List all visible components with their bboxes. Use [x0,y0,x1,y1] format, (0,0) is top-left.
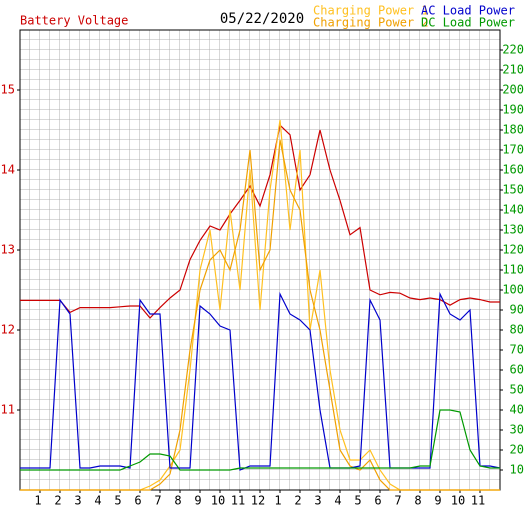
legend-label: Charging Power 2 [313,16,429,30]
x-tick-label: 4 [334,494,341,508]
x-tick-label: 9 [194,494,201,508]
y-tick-label: 15 [1,83,15,97]
y2-tick-label: 220 [502,43,524,57]
x-tick-label: 3 [314,494,321,508]
y2-tick-label: 180 [502,123,524,137]
x-tick-label: 5 [354,494,361,508]
y-tick-label: 13 [1,243,15,257]
y2-tick-label: 80 [510,323,524,337]
x-tick-label: 11 [231,494,245,508]
x-tick-label: 7 [394,494,401,508]
x-tick-label: 7 [154,494,161,508]
x-tick-label: 12 [251,494,265,508]
chart-title: Battery Voltage [20,14,128,28]
y2-tick-label: 130 [502,223,524,237]
y2-tick-label: 10 [510,463,524,477]
series-line [20,409,500,471]
y2-tick-label: 30 [510,423,524,437]
y-tick-label: 12 [1,323,15,337]
y2-tick-label: 190 [502,103,524,117]
x-tick-label: 8 [414,494,421,508]
y2-tick-label: 100 [502,283,524,297]
x-tick-label: 8 [174,494,181,508]
y2-tick-label: 210 [502,63,524,77]
y2-tick-label: 170 [502,143,524,157]
series-line [20,291,501,471]
y2-tick-label: 60 [510,363,524,377]
y2-tick-label: 50 [510,383,524,397]
y2-tick-label: 150 [502,183,524,197]
y-tick-label: 11 [1,403,15,417]
y2-tick-label: 70 [510,343,524,357]
y2-tick-label: 120 [502,243,524,257]
series-line [20,124,500,319]
chart-date: 05/22/2020 [220,11,304,27]
y2-tick-label: 20 [510,443,524,457]
x-tick-label: 6 [134,494,141,508]
legend-label: DC Load Power [421,16,515,30]
series-line [20,139,500,491]
plot-area [19,29,501,491]
y2-tick-label: 90 [510,303,524,317]
x-tick-label: 6 [374,494,381,508]
y2-tick-label: 40 [510,403,524,417]
y2-tick-label: 110 [502,263,524,277]
legend-label: Charging Power 1 [313,4,429,18]
x-tick-label: 4 [94,494,101,508]
x-tick-label: 9 [434,494,441,508]
x-tick-label: 5 [114,494,121,508]
y2-tick-label: 140 [502,203,524,217]
x-tick-label: 10 [451,494,465,508]
x-tick-label: 1 [34,494,41,508]
y-tick-label: 14 [1,163,15,177]
y2-tick-label: 160 [502,163,524,177]
x-tick-label: 1 [274,494,281,508]
y2-tick-label: 200 [502,83,524,97]
x-tick-label: 10 [211,494,225,508]
x-tick-label: 11 [471,494,485,508]
x-tick-label: 3 [74,494,81,508]
x-tick-label: 2 [54,494,61,508]
x-tick-label: 2 [294,494,301,508]
legend-label: AC Load Power [421,4,515,18]
